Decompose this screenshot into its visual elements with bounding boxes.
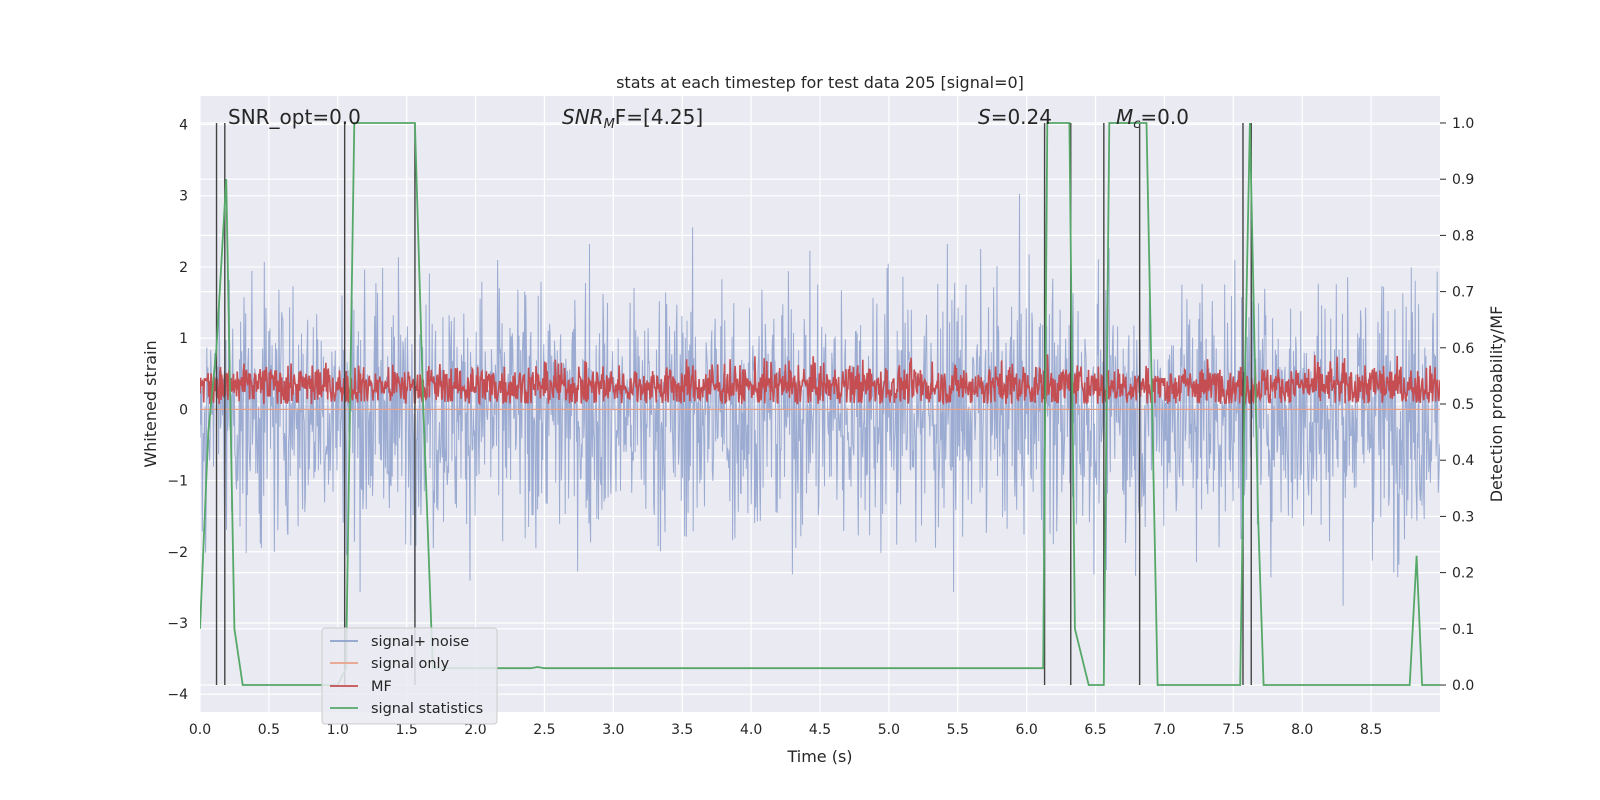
legend-label-signal-statistics: signal statistics (371, 701, 483, 717)
annotation-snr-opt: SNR_opt=0.0 (228, 105, 361, 129)
y2-tick-label: 0.7 (1452, 285, 1474, 301)
y-tick-label: −3 (167, 616, 188, 632)
y-tick-label: −1 (167, 474, 188, 490)
y2-tick-label: 0.3 (1452, 509, 1474, 525)
x-tick-label: 4.5 (809, 722, 831, 738)
series-mf (200, 354, 1440, 406)
x-tick-label: 7.0 (1153, 722, 1175, 738)
y-axis-label: Whitened strain (141, 340, 160, 467)
series-signal-statistics (200, 122, 1440, 686)
x-tick-label: 2.5 (533, 722, 555, 738)
x-tick-label: 4.0 (740, 722, 762, 738)
y-tick-label: 4 (179, 117, 188, 133)
y2-axis-label: Detection probability/MF (1487, 306, 1506, 503)
x-tick-label: 1.5 (396, 722, 418, 738)
y-axis-ticks: 4 3 2 1 0 −1 −2 −3 −4 (167, 117, 188, 703)
legend-box (321, 627, 498, 725)
y2-tick-label: 0.9 (1452, 172, 1474, 188)
plot-series (200, 122, 1440, 686)
x-tick-label: 6.5 (1084, 722, 1106, 738)
legend-label-mf: MF (371, 679, 392, 695)
y-tick-label: −4 (167, 687, 188, 703)
y2-tick-label: 1.0 (1452, 116, 1474, 132)
y2-axis-ticks: 1.0 0.9 0.8 0.7 0.6 0.5 0.4 0.3 0.2 0.1 0.0 (1440, 116, 1474, 694)
legend-label-signal-noise: signal+ noise (371, 634, 469, 650)
y-tick-label: −2 (167, 545, 188, 561)
y-tick-label: 3 (179, 189, 188, 205)
legend-label-signal-only: signal only (371, 656, 450, 672)
y2-tick-label: 0.4 (1452, 453, 1474, 469)
x-tick-label: 5.5 (947, 722, 969, 738)
chart-title: stats at each timestep for test data 205… (616, 73, 1024, 92)
x-tick-label: 3.5 (671, 722, 693, 738)
y2-tick-label: 0.2 (1452, 566, 1474, 582)
x-tick-label: 3.0 (602, 722, 624, 738)
legend: signal+ noise signal only MF signal stat… (321, 627, 498, 725)
x-tick-label: 2.0 (464, 722, 486, 738)
y2-tick-label: 0.5 (1452, 397, 1474, 413)
y-tick-label: 2 (179, 260, 188, 276)
y-tick-label: 0 (179, 402, 188, 418)
x-tick-label: 0.5 (258, 722, 280, 738)
y2-tick-label: 0.6 (1452, 341, 1474, 357)
x-tick-label: 5.0 (878, 722, 900, 738)
annotation-snr-mf: SNRMF=[4.25] (562, 105, 703, 132)
y2-tick-label: 0.1 (1452, 622, 1474, 638)
x-tick-label: 7.5 (1222, 722, 1244, 738)
annotation-s: S=0.24 (978, 105, 1052, 129)
y2-tick-label: 0.0 (1452, 678, 1474, 694)
x-tick-label: 6.0 (1016, 722, 1038, 738)
x-tick-label: 0.0 (189, 722, 211, 738)
y-tick-label: 1 (179, 331, 188, 347)
x-axis-label: Time (s) (786, 747, 852, 766)
annotation-mc: Mc=0.0 (1116, 105, 1189, 132)
x-tick-label: 1.0 (327, 722, 349, 738)
x-tick-label: 8.0 (1291, 722, 1313, 738)
x-tick-label: 8.5 (1360, 722, 1382, 738)
y2-tick-label: 0.8 (1452, 228, 1474, 244)
x-axis-ticks: 0.0 0.5 1.0 1.5 2.0 2.5 3.0 3.5 4.0 4.5 5.0 5.5 6.0 6… (189, 722, 1382, 738)
